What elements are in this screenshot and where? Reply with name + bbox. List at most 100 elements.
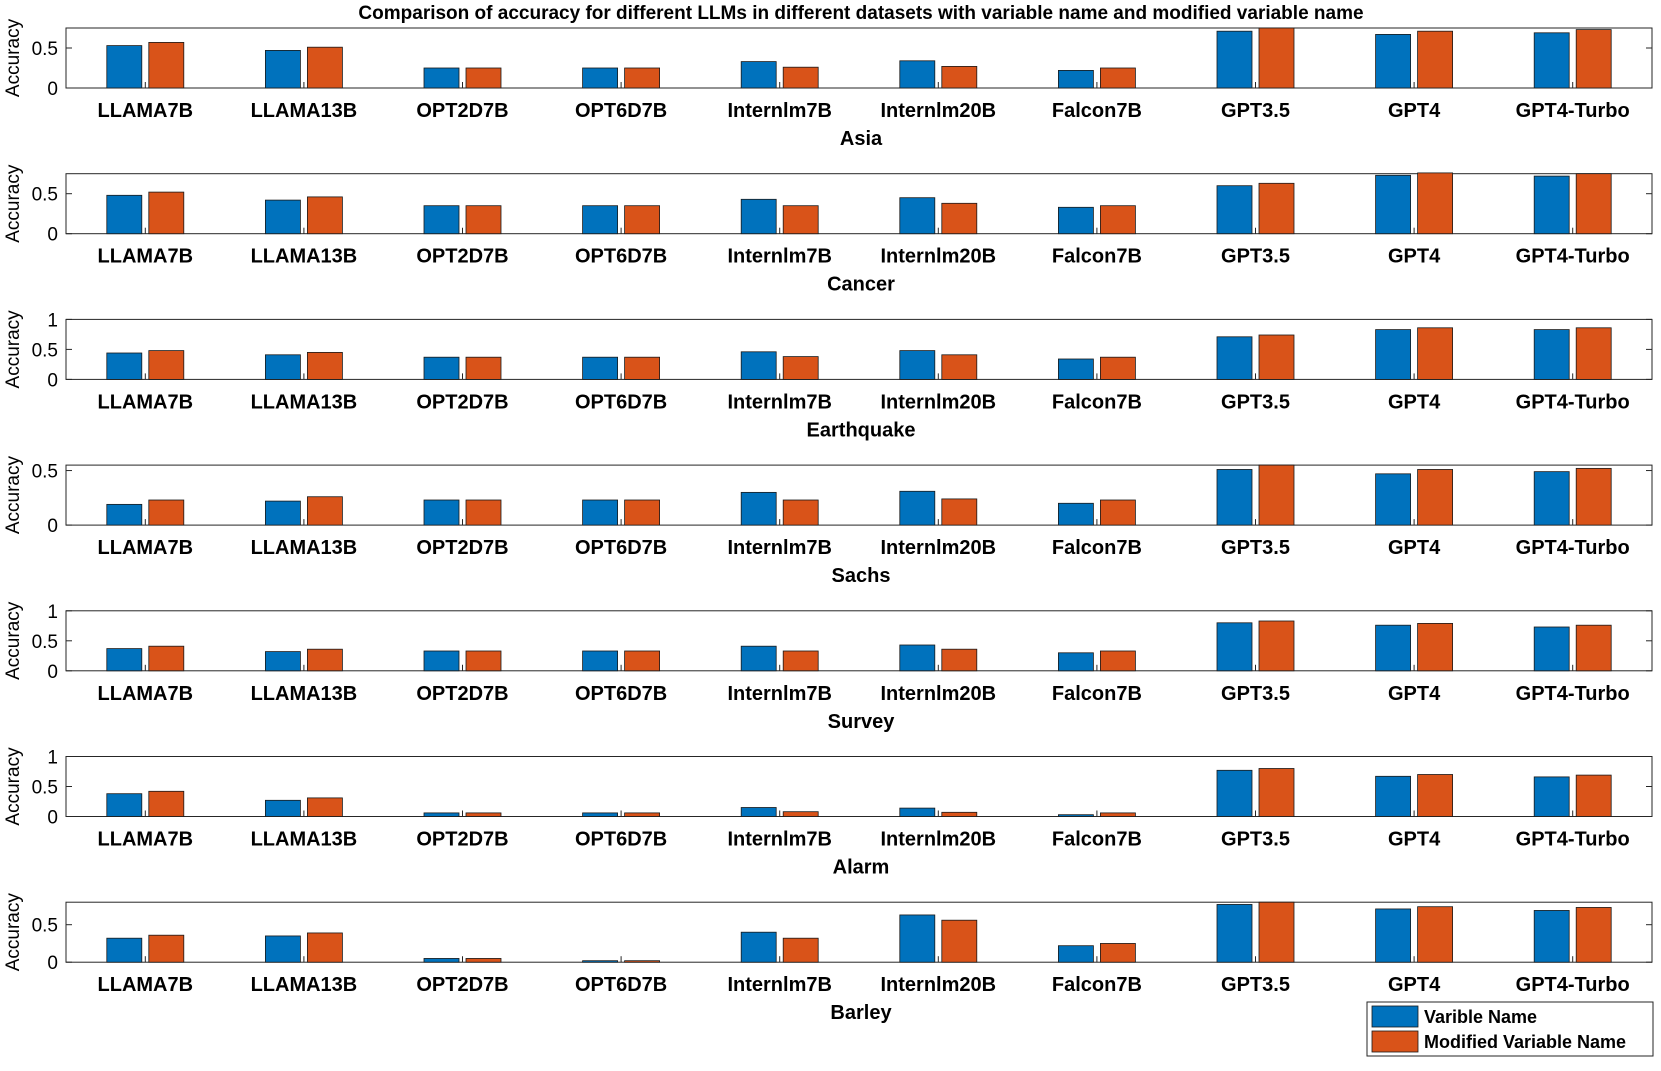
bar-modified-variable-name <box>1100 650 1136 672</box>
y-tick-label: 1 <box>47 602 58 623</box>
bar-varible-name <box>106 503 143 526</box>
x-tick-label: OPT2D7B <box>416 537 508 559</box>
panel-earthquake: 0 0.5 1 Accuracy LLAMA7B LLAMA13B OPT2D7B OPT6D… <box>3 310 1653 441</box>
bar-modified-variable-name <box>306 351 343 380</box>
x-tick-label: GPT3.5 <box>1221 100 1290 122</box>
x-axis-label: Asia <box>840 128 883 150</box>
bar-varible-name <box>1216 622 1253 672</box>
bar-varible-name <box>264 199 301 235</box>
bar-modified-variable-name <box>941 66 978 89</box>
x-tick-label: GPT3.5 <box>1221 829 1290 851</box>
bar-modified-variable-name <box>782 66 819 89</box>
bar-modified-variable-name <box>624 67 660 89</box>
bar-modified-variable-name <box>624 960 660 963</box>
axes-box <box>65 901 1653 963</box>
y-axis-label: Accuracy <box>3 18 24 97</box>
x-axis-label: Cancer <box>827 274 895 296</box>
y-axis-label: Accuracy <box>3 747 24 826</box>
y-axis-label: Accuracy <box>3 456 24 535</box>
bar-varible-name <box>1058 652 1094 672</box>
bar-varible-name <box>1058 358 1094 380</box>
bar-varible-name <box>1533 32 1570 89</box>
x-tick-label: Falcon7B <box>1052 100 1142 122</box>
bar-modified-variable-name <box>1575 467 1612 526</box>
bar-modified-variable-name <box>782 811 819 817</box>
x-axis-label: Barley <box>830 1002 892 1024</box>
bar-varible-name <box>582 499 618 526</box>
x-tick-label: OPT2D7B <box>416 683 508 705</box>
x-tick-label: Internlm20B <box>881 683 997 705</box>
x-axis-label: Survey <box>828 711 896 733</box>
bar-varible-name <box>1058 70 1094 89</box>
panel-survey: 0 0.5 1 Accuracy LLAMA7B LLAMA13B OPT2D7B OPT6D… <box>3 601 1653 733</box>
x-tick-label: Internlm7B <box>727 246 831 268</box>
x-tick-label: GPT4-Turbo <box>1516 246 1630 268</box>
x-tick-label: GPT4-Turbo <box>1516 683 1630 705</box>
bar-varible-name <box>1375 34 1411 89</box>
bar-modified-variable-name <box>1258 334 1295 380</box>
bar-varible-name <box>899 490 936 526</box>
bar-varible-name <box>106 937 143 963</box>
x-tick-label: OPT6D7B <box>575 537 667 559</box>
x-tick-label: GPT4 <box>1388 974 1441 996</box>
bar-modified-variable-name <box>1417 172 1453 235</box>
x-tick-label: Internlm20B <box>881 391 997 413</box>
x-tick-label: OPT6D7B <box>575 391 667 413</box>
y-tick-label: 0.5 <box>32 462 58 483</box>
x-tick-label: GPT4 <box>1388 100 1441 122</box>
bar-varible-name <box>1375 624 1411 672</box>
bar-varible-name <box>1375 908 1411 963</box>
bar-modified-variable-name <box>306 648 343 672</box>
bar-varible-name <box>1533 471 1570 526</box>
bar-varible-name <box>740 351 777 380</box>
y-tick-label: 0.5 <box>32 340 58 361</box>
bar-modified-variable-name <box>1575 624 1612 672</box>
bar-modified-variable-name <box>1258 901 1295 963</box>
legend-entry: Varible Name <box>1424 1007 1537 1027</box>
y-tick-label: 0 <box>47 370 58 391</box>
bar-modified-variable-name <box>148 499 185 526</box>
bar-modified-variable-name <box>465 356 502 380</box>
bar-modified-variable-name <box>941 919 978 963</box>
x-tick-label: OPT6D7B <box>575 100 667 122</box>
bar-modified-variable-name <box>782 205 819 235</box>
x-tick-label: LLAMA13B <box>251 829 358 851</box>
x-tick-label: GPT3.5 <box>1221 974 1290 996</box>
x-tick-label: GPT4-Turbo <box>1516 974 1630 996</box>
bar-varible-name <box>740 61 777 89</box>
y-tick-label: 0 <box>47 225 58 246</box>
bar-modified-variable-name <box>1258 464 1295 526</box>
x-tick-label: Internlm20B <box>881 100 997 122</box>
panel-cancer: 0 0.5 Accuracy LLAMA7B LLAMA13B OPT2D7B OPT6D7… <box>3 164 1653 296</box>
bar-varible-name <box>264 651 301 672</box>
x-tick-label: LLAMA7B <box>98 100 194 122</box>
bar-varible-name <box>423 958 460 963</box>
bar-varible-name <box>899 350 936 380</box>
legend: Varible Name Modified Variable Name <box>1366 1001 1654 1057</box>
y-tick-label: 0.5 <box>32 778 58 799</box>
x-tick-label: OPT2D7B <box>416 246 508 268</box>
x-tick-label: LLAMA13B <box>251 974 358 996</box>
bar-modified-variable-name <box>624 499 660 526</box>
bar-varible-name <box>899 914 936 963</box>
bar-modified-variable-name <box>148 790 185 817</box>
panel-asia: 0 0.5 Accuracy LLAMA7B LLAMA13B OPT2D7B OPT6D7… <box>3 18 1653 150</box>
bar-modified-variable-name <box>1100 943 1136 963</box>
bar-modified-variable-name <box>1100 67 1136 89</box>
bar-modified-variable-name <box>148 350 185 380</box>
x-tick-label: GPT4-Turbo <box>1516 391 1630 413</box>
bar-modified-variable-name <box>624 812 660 817</box>
bar-varible-name <box>740 645 777 672</box>
y-tick-label: 0.5 <box>32 39 58 60</box>
bar-modified-variable-name <box>1258 620 1295 672</box>
panel-barley: 0 0.5 Accuracy LLAMA7B LLAMA13B OPT2D7B OPT6D7… <box>3 893 1653 1024</box>
bar-varible-name <box>264 500 301 526</box>
bar-modified-variable-name <box>306 496 343 526</box>
bar-modified-variable-name <box>1100 812 1136 817</box>
bar-modified-variable-name <box>624 356 660 380</box>
bar-modified-variable-name <box>941 202 978 235</box>
y-tick-label: 0 <box>47 79 58 100</box>
x-tick-label: LLAMA7B <box>98 683 194 705</box>
